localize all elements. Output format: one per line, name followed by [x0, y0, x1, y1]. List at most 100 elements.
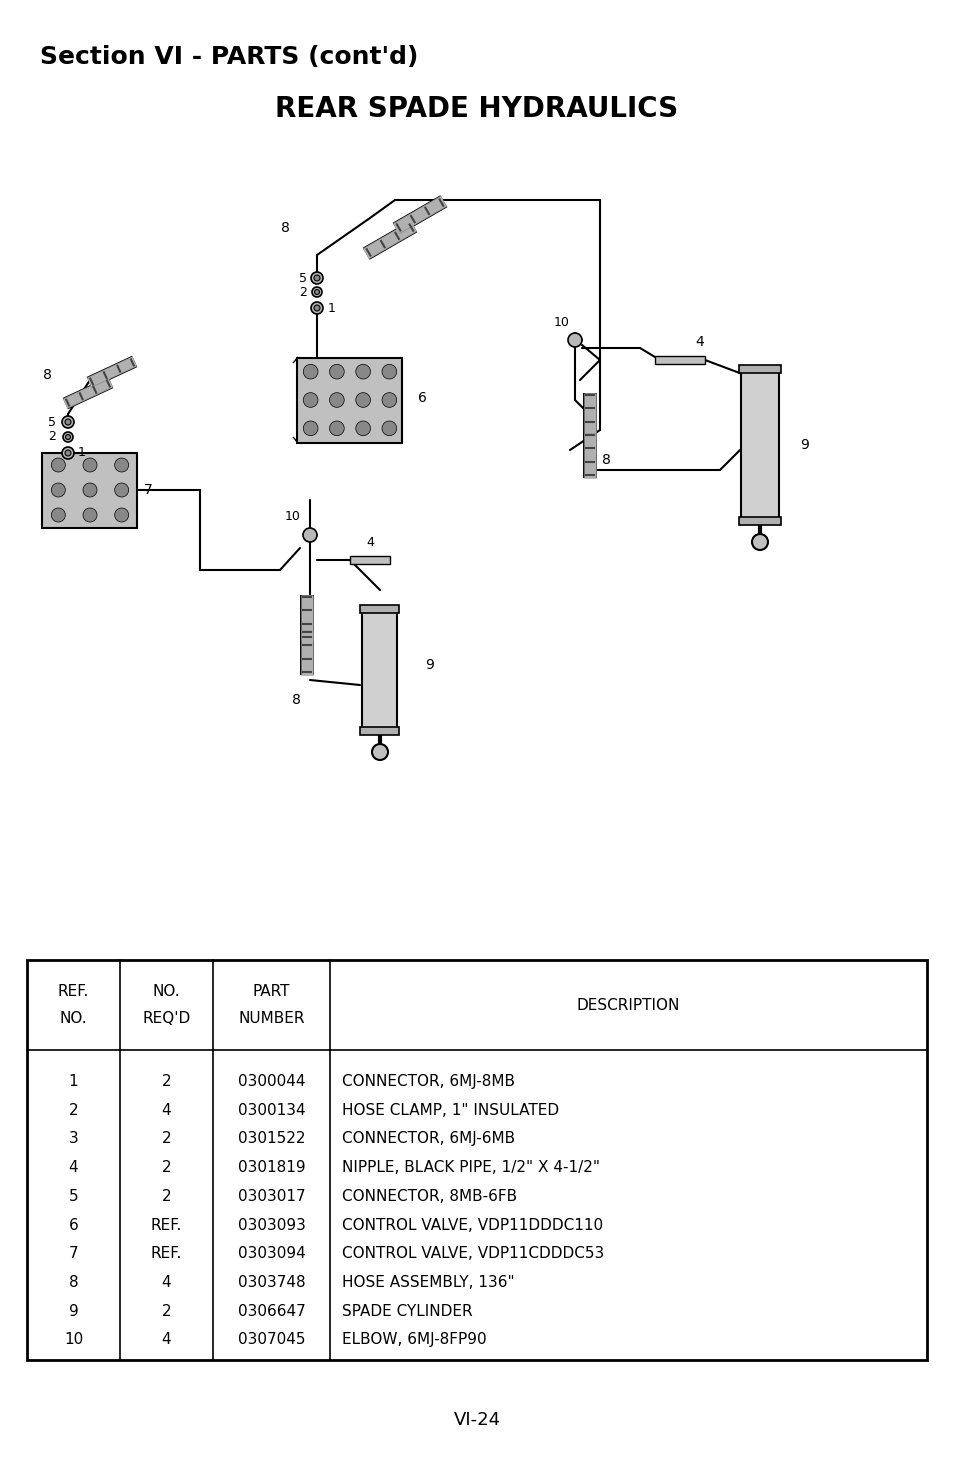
Bar: [739, 518, 781, 525]
Circle shape: [303, 364, 317, 379]
Text: Section VI - PARTS (cont'd): Section VI - PARTS (cont'd): [40, 46, 418, 69]
Text: 1: 1: [69, 1074, 78, 1089]
Text: 2: 2: [69, 1103, 78, 1118]
Text: CONTROL VALVE, VDP11DDDC110: CONTROL VALVE, VDP11DDDC110: [341, 1217, 602, 1233]
Text: HOSE CLAMP, 1" INSULATED: HOSE CLAMP, 1" INSULATED: [341, 1103, 558, 1118]
Text: 0303093: 0303093: [237, 1217, 305, 1233]
Circle shape: [355, 364, 370, 379]
Circle shape: [381, 364, 396, 379]
Text: 0303094: 0303094: [237, 1246, 305, 1261]
Text: 10: 10: [285, 509, 300, 522]
Text: 6: 6: [69, 1217, 78, 1233]
Text: 0301522: 0301522: [237, 1131, 305, 1146]
Circle shape: [66, 435, 71, 440]
Circle shape: [63, 432, 73, 442]
Bar: [43, 453, 137, 528]
Text: 7: 7: [69, 1246, 78, 1261]
Circle shape: [114, 507, 129, 522]
Circle shape: [329, 364, 344, 379]
Text: 2: 2: [161, 1161, 172, 1176]
Circle shape: [51, 482, 65, 497]
Circle shape: [303, 528, 316, 541]
Text: 2: 2: [161, 1189, 172, 1204]
Circle shape: [83, 459, 97, 472]
Text: DESCRIPTION: DESCRIPTION: [577, 997, 679, 1012]
Circle shape: [381, 420, 396, 435]
Text: 2: 2: [161, 1304, 172, 1319]
Circle shape: [62, 416, 74, 428]
Text: 9: 9: [800, 438, 808, 451]
Circle shape: [51, 507, 65, 522]
Text: 8: 8: [69, 1274, 78, 1291]
Text: 8: 8: [292, 693, 300, 707]
Text: 2: 2: [298, 286, 307, 298]
Bar: [350, 556, 390, 563]
Text: CONNECTOR, 6MJ-8MB: CONNECTOR, 6MJ-8MB: [341, 1074, 515, 1089]
Circle shape: [83, 482, 97, 497]
Text: CONNECTOR, 6MJ-6MB: CONNECTOR, 6MJ-6MB: [341, 1131, 515, 1146]
Text: VI-24: VI-24: [453, 1412, 500, 1429]
Text: REF.: REF.: [151, 1246, 182, 1261]
Text: ELBOW, 6MJ-8FP90: ELBOW, 6MJ-8FP90: [341, 1332, 486, 1347]
Bar: [739, 364, 781, 373]
Circle shape: [65, 419, 71, 425]
Circle shape: [311, 271, 323, 285]
Bar: [740, 370, 779, 521]
Bar: [655, 355, 704, 364]
Text: HOSE ASSEMBLY, 136": HOSE ASSEMBLY, 136": [341, 1274, 514, 1291]
Text: 3: 3: [69, 1131, 78, 1146]
Text: 10: 10: [64, 1332, 83, 1347]
Circle shape: [114, 459, 129, 472]
Circle shape: [329, 420, 344, 435]
Text: NO.: NO.: [152, 984, 180, 999]
Text: 0301819: 0301819: [237, 1161, 305, 1176]
Text: REF.: REF.: [58, 984, 89, 999]
Text: PART: PART: [253, 984, 290, 999]
Bar: [362, 611, 397, 730]
Bar: [27, 960, 926, 1360]
Circle shape: [355, 420, 370, 435]
Circle shape: [567, 333, 581, 347]
Text: 4: 4: [366, 537, 374, 550]
Text: 6: 6: [417, 391, 426, 406]
Text: 1: 1: [78, 447, 86, 460]
Text: 5: 5: [298, 271, 307, 285]
Text: NUMBER: NUMBER: [238, 1010, 304, 1027]
Text: 10: 10: [554, 316, 569, 329]
Text: NIPPLE, BLACK PIPE, 1/2" X 4-1/2": NIPPLE, BLACK PIPE, 1/2" X 4-1/2": [341, 1161, 599, 1176]
Text: 4: 4: [695, 335, 703, 350]
Text: 5: 5: [48, 416, 56, 429]
Bar: [360, 605, 399, 614]
Circle shape: [355, 392, 370, 407]
Circle shape: [303, 420, 317, 435]
Text: 8: 8: [280, 221, 289, 235]
Bar: [297, 357, 402, 442]
Text: 7: 7: [144, 482, 152, 497]
Circle shape: [314, 274, 319, 282]
Text: 2: 2: [161, 1074, 172, 1089]
Text: 0303748: 0303748: [237, 1274, 305, 1291]
Text: 0307045: 0307045: [237, 1332, 305, 1347]
Text: 4: 4: [161, 1103, 172, 1118]
Text: CONNECTOR, 8MB-6FB: CONNECTOR, 8MB-6FB: [341, 1189, 517, 1204]
Circle shape: [381, 392, 396, 407]
Text: 1: 1: [328, 301, 335, 314]
Text: REQ'D: REQ'D: [142, 1010, 191, 1027]
Text: NO.: NO.: [60, 1010, 88, 1027]
Text: 4: 4: [161, 1274, 172, 1291]
Text: 0303017: 0303017: [237, 1189, 305, 1204]
Circle shape: [62, 447, 74, 459]
Text: 4: 4: [161, 1332, 172, 1347]
Text: SPADE CYLINDER: SPADE CYLINDER: [341, 1304, 472, 1319]
Circle shape: [329, 392, 344, 407]
Text: 2: 2: [161, 1131, 172, 1146]
Text: 9: 9: [425, 658, 434, 673]
Circle shape: [65, 450, 71, 456]
Text: 2: 2: [48, 431, 56, 444]
Text: 9: 9: [69, 1304, 78, 1319]
Text: 5: 5: [69, 1189, 78, 1204]
Text: 8: 8: [601, 453, 610, 468]
Text: 0300134: 0300134: [237, 1103, 305, 1118]
Text: 8: 8: [43, 367, 51, 382]
Text: 0306647: 0306647: [237, 1304, 305, 1319]
